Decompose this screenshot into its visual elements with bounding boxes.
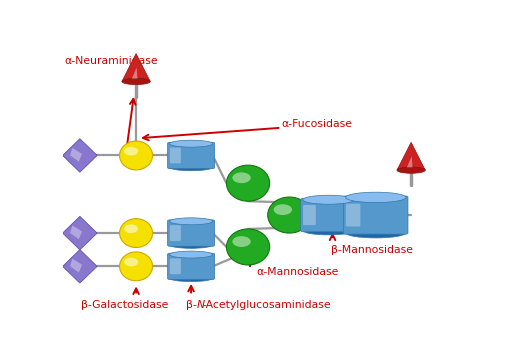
Ellipse shape — [303, 226, 354, 235]
Ellipse shape — [227, 229, 270, 265]
Ellipse shape — [345, 228, 406, 238]
Ellipse shape — [120, 141, 153, 170]
Ellipse shape — [232, 172, 251, 183]
FancyBboxPatch shape — [301, 198, 356, 232]
FancyBboxPatch shape — [170, 258, 181, 274]
FancyBboxPatch shape — [167, 253, 214, 279]
Ellipse shape — [274, 204, 292, 215]
Text: α-Fucosidase: α-Fucosidase — [281, 118, 352, 129]
FancyBboxPatch shape — [346, 204, 360, 226]
Text: -Acetylglucosaminidase: -Acetylglucosaminidase — [202, 300, 331, 310]
Ellipse shape — [227, 165, 270, 201]
Ellipse shape — [120, 219, 153, 247]
Text: β-Mannosidase: β-Mannosidase — [331, 245, 413, 255]
Ellipse shape — [169, 140, 213, 147]
FancyBboxPatch shape — [344, 196, 408, 234]
FancyBboxPatch shape — [303, 205, 316, 225]
Ellipse shape — [169, 275, 213, 282]
Ellipse shape — [124, 147, 138, 156]
Text: β-: β- — [186, 300, 197, 310]
Text: α-Neuraminidase: α-Neuraminidase — [64, 56, 158, 66]
Polygon shape — [70, 148, 82, 162]
Ellipse shape — [268, 197, 311, 233]
Ellipse shape — [124, 258, 138, 266]
Text: α-Mannosidase: α-Mannosidase — [256, 267, 338, 277]
Ellipse shape — [122, 78, 150, 85]
Ellipse shape — [303, 195, 354, 204]
FancyBboxPatch shape — [167, 142, 214, 168]
Ellipse shape — [169, 251, 213, 258]
Text: β-Galactosidase: β-Galactosidase — [81, 300, 168, 310]
FancyBboxPatch shape — [167, 220, 214, 246]
Polygon shape — [407, 156, 413, 167]
Ellipse shape — [345, 192, 406, 203]
Ellipse shape — [169, 164, 213, 171]
Polygon shape — [70, 259, 82, 273]
Polygon shape — [62, 139, 97, 172]
Polygon shape — [122, 54, 150, 81]
Polygon shape — [70, 225, 82, 239]
Ellipse shape — [120, 252, 153, 281]
Ellipse shape — [169, 242, 213, 248]
Polygon shape — [397, 142, 425, 170]
Text: N: N — [197, 300, 205, 310]
FancyBboxPatch shape — [170, 225, 181, 241]
Polygon shape — [62, 249, 97, 283]
FancyBboxPatch shape — [170, 148, 181, 163]
Ellipse shape — [397, 167, 425, 173]
Polygon shape — [132, 67, 137, 79]
Polygon shape — [62, 216, 97, 250]
Ellipse shape — [124, 224, 138, 233]
Ellipse shape — [232, 236, 251, 247]
Ellipse shape — [169, 218, 213, 225]
